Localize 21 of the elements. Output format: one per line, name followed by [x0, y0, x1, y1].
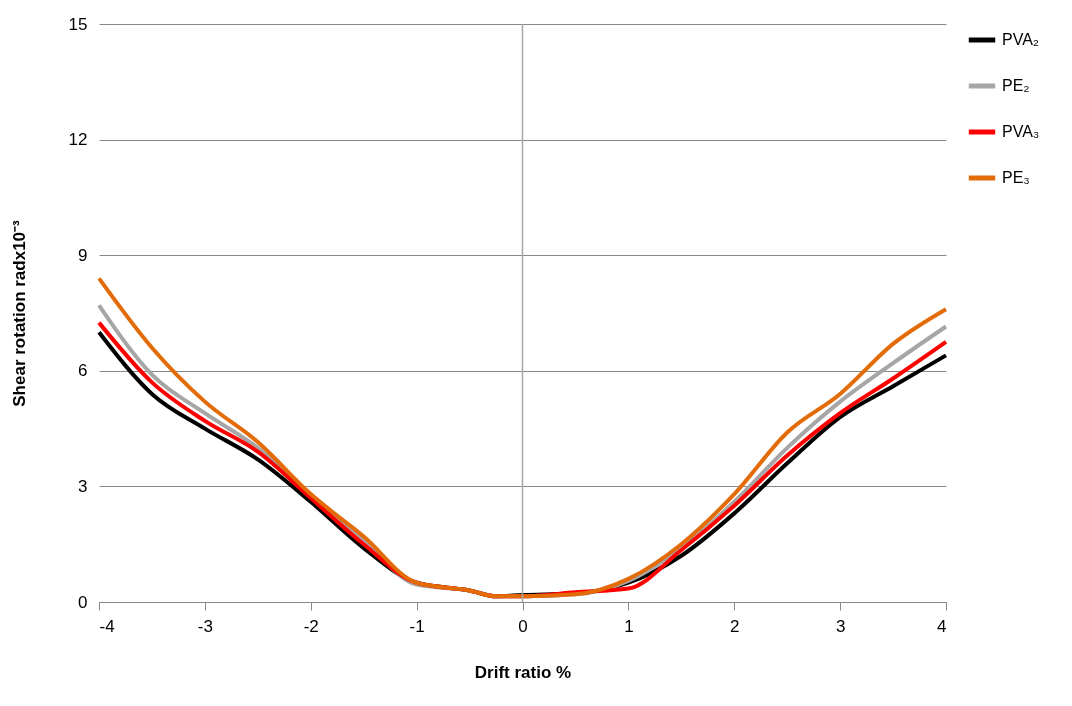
- x-tick-label: -4: [99, 616, 115, 636]
- y-tick-label: 6: [78, 361, 88, 381]
- y-tick-label: 0: [78, 592, 88, 612]
- legend-label: PE₃: [1002, 169, 1030, 186]
- x-tick-label: -2: [303, 616, 319, 636]
- y-tick-label: 12: [68, 130, 88, 150]
- x-tick-label: -1: [409, 616, 425, 636]
- y-axis-title: Shear rotation radx10⁻³: [9, 219, 29, 407]
- legend-label: PVA₂: [1002, 31, 1040, 48]
- x-tick-label: 2: [730, 616, 740, 636]
- legend-label: PE₂: [1002, 77, 1030, 94]
- x-axis-title: Drift ratio %: [474, 662, 572, 682]
- x-tick-label: 3: [835, 616, 846, 636]
- x-tick-label: 1: [624, 616, 634, 636]
- x-tick-label: 0: [518, 616, 528, 636]
- y-tick-label: 9: [78, 245, 88, 265]
- x-tick-label: 4: [937, 616, 947, 636]
- x-tick-label: -3: [197, 616, 213, 636]
- y-tick-label: 3: [78, 476, 88, 496]
- y-tick-label: 15: [68, 14, 88, 34]
- legend-label: PVA₃: [1002, 123, 1040, 140]
